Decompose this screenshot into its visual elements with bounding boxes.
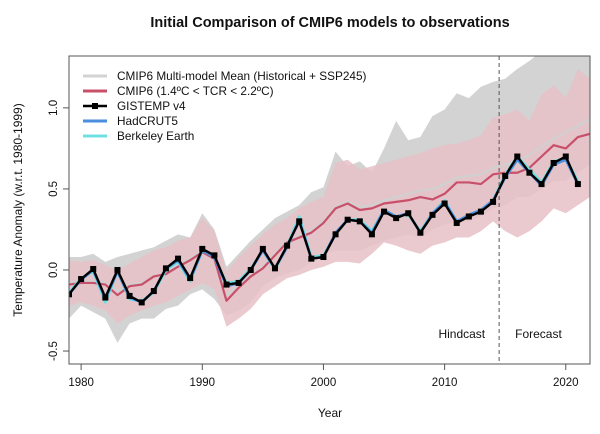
- gistemp-point: [453, 219, 460, 226]
- legend-label: GISTEMP v4: [117, 99, 186, 113]
- x-tick-label: 1990: [189, 377, 215, 389]
- gistemp-point: [308, 255, 315, 262]
- y-tick-label: 0.0: [48, 262, 60, 278]
- legend-item-berkeley-earth: Berkeley Earth: [83, 129, 194, 143]
- lines-layer: [69, 118, 590, 306]
- gistemp-point: [514, 153, 521, 160]
- y-tick-label: -0.5: [48, 341, 60, 361]
- gistemp-point: [417, 229, 424, 236]
- gistemp-point: [320, 254, 327, 261]
- x-tick-label: 1980: [68, 377, 94, 389]
- gistemp-point: [538, 181, 545, 188]
- gistemp-point: [526, 169, 533, 176]
- legend-label: CMIP6 Multi-model Mean (Historical + SSP…: [117, 69, 367, 83]
- gistemp-point: [175, 255, 182, 262]
- legend: CMIP6 Multi-model Mean (Historical + SSP…: [83, 69, 367, 143]
- gistemp-point: [550, 159, 557, 166]
- gistemp-point: [368, 231, 375, 238]
- gistemp-point: [223, 281, 230, 288]
- forecast-label: Forecast: [515, 327, 562, 341]
- gistemp-point: [344, 216, 351, 223]
- x-tick-label: 2000: [311, 377, 337, 389]
- chart-title: Initial Comparison of CMIP6 models to ob…: [150, 15, 509, 31]
- gistemp-point: [381, 208, 388, 215]
- gistemp-point: [259, 245, 266, 252]
- gistemp-point: [126, 292, 133, 299]
- legend-label: Berkeley Earth: [117, 129, 194, 143]
- gistemp-point: [162, 265, 169, 272]
- y-axis: -0.5 0.0 0.5 1.0: [48, 100, 69, 361]
- gistemp-point: [69, 291, 72, 298]
- legend-marker: [92, 103, 98, 109]
- gistemp-point: [78, 276, 85, 283]
- x-tick-label: 2010: [432, 377, 458, 389]
- gistemp-point: [138, 299, 145, 306]
- legend-label: CMIP6 (1.4ºC < TCR < 2.2ºC): [117, 84, 274, 98]
- legend-label: HadCRUT5: [117, 114, 178, 128]
- x-tick-label: 2020: [553, 377, 579, 389]
- gistemp-point: [187, 275, 194, 282]
- x-axis-label: Year: [318, 406, 342, 420]
- gistemp-point: [477, 208, 484, 215]
- x-axis: 1980 1990 2000 2010 2020: [68, 364, 579, 389]
- legend-item-hadcrut5: HadCRUT5: [83, 114, 178, 128]
- gistemp-point: [574, 181, 581, 188]
- gistemp-point: [150, 288, 157, 295]
- y-axis-label: Temperature Anomaly (w.r.t. 1980-1999): [11, 103, 25, 316]
- gistemp-point: [502, 172, 509, 179]
- gistemp-point: [490, 198, 497, 205]
- gistemp-point: [114, 266, 121, 273]
- gistemp-point: [247, 266, 254, 273]
- gistemp-point: [199, 245, 206, 252]
- gistemp-point: [332, 231, 339, 238]
- gistemp-point: [102, 294, 109, 301]
- gistemp-point: [429, 211, 436, 218]
- hindcast-label: Hindcast: [438, 327, 485, 341]
- legend-item-cmip6-1-4-c-tcr-2-2-c: CMIP6 (1.4ºC < TCR < 2.2ºC): [83, 84, 274, 98]
- band-cmip6-1-4-c-tcr-2-2-c: [69, 68, 590, 327]
- gistemp-point: [441, 200, 448, 207]
- legend-item-gistemp-v4: GISTEMP v4: [83, 99, 186, 113]
- gistemp-point: [465, 213, 472, 220]
- gistemp-point: [271, 265, 278, 272]
- y-tick-label: 0.5: [48, 181, 60, 197]
- gistemp-point: [562, 153, 569, 160]
- bands-layer: [69, 56, 590, 343]
- gistemp-point: [356, 218, 363, 225]
- plot-frame: [68, 55, 591, 365]
- gistemp-point: [235, 279, 242, 286]
- gistemp-point: [296, 218, 303, 225]
- legend-item-cmip6-multi-model-mean-historical-ssp245: CMIP6 Multi-model Mean (Historical + SSP…: [83, 69, 367, 83]
- gistemp-point: [211, 252, 218, 259]
- gistemp-point: [90, 266, 97, 273]
- y-tick-label: 1.0: [48, 100, 60, 116]
- gistemp-point: [284, 242, 291, 249]
- gistemp-point: [405, 210, 412, 217]
- gistemp-point: [393, 215, 400, 222]
